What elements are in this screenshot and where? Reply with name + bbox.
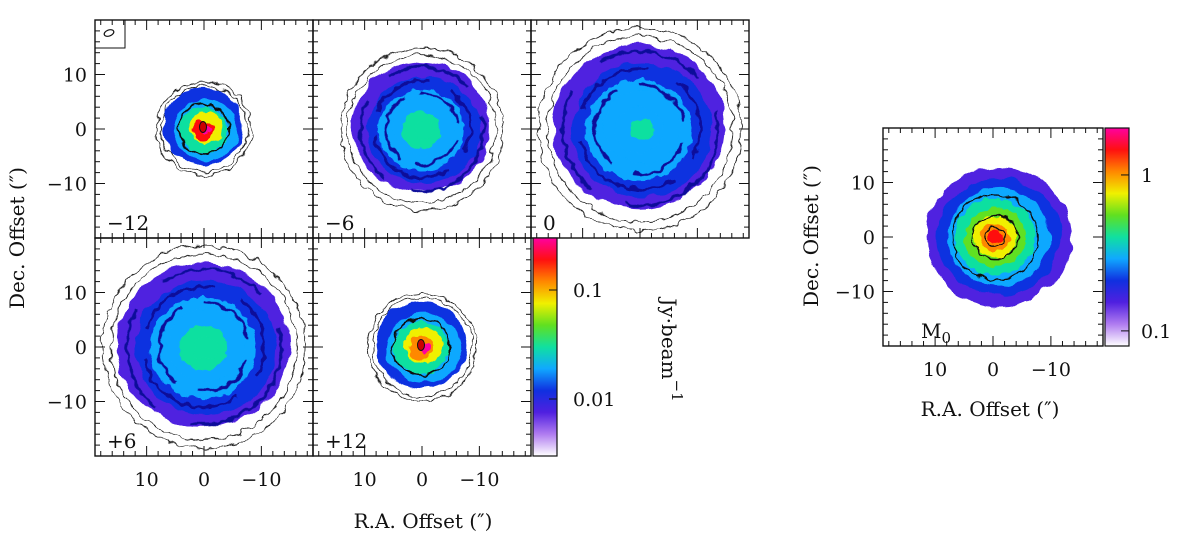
outer-contour xyxy=(160,85,248,173)
moment0-colorbar: 10.1 xyxy=(1104,127,1171,347)
colorbar-gradient xyxy=(532,237,558,457)
arc-structure xyxy=(125,268,283,426)
emission-map xyxy=(367,292,477,402)
colorbar-label: Jy·beam−1 xyxy=(657,296,686,401)
moment0-level xyxy=(987,230,1003,244)
arc-structure xyxy=(593,82,687,176)
y-tick-label: 0 xyxy=(75,337,87,359)
channel-colorbar: 0.1 0.01 Jy·beam−1 xyxy=(532,237,686,457)
y-tick-label: −10 xyxy=(47,174,87,196)
emission-level xyxy=(414,120,434,140)
emission-level xyxy=(193,336,219,360)
emission-map xyxy=(340,47,504,211)
beam-ellipse xyxy=(103,29,115,37)
m0-colorbar-tick-label: 0.1 xyxy=(1141,321,1171,343)
m0-y-axis-label: Dec. Offset (″) xyxy=(799,165,823,307)
outer-contour xyxy=(371,296,473,398)
outer-contour xyxy=(110,253,298,441)
x-tick-label: 0 xyxy=(198,469,210,491)
velocity-label: −12 xyxy=(107,211,149,235)
colorbar-tick-label: 0.01 xyxy=(573,389,615,411)
outer-contour xyxy=(156,81,252,177)
colorbar-tick-label: 0.1 xyxy=(573,280,603,302)
emission-map xyxy=(102,245,306,449)
outer-contour xyxy=(546,35,734,223)
channel-panel: 0 xyxy=(530,19,750,239)
inner-contour xyxy=(392,317,452,377)
channel-panel: 10 0 −10 −12 xyxy=(47,19,314,239)
arc-structure xyxy=(578,67,702,191)
y-axis-label: Dec. Offset (″) xyxy=(5,167,29,309)
colorbar-label-superscript: −1 xyxy=(668,380,686,402)
emission-map xyxy=(156,81,252,177)
m0-colorbar-tick-label: 1 xyxy=(1141,165,1153,187)
y-tick-label: 0 xyxy=(75,119,87,141)
x-axis-label: R.A. Offset (″) xyxy=(354,509,493,533)
inner-contour xyxy=(178,103,230,155)
m0-colorbar-gradient xyxy=(1104,127,1130,347)
peak-contour xyxy=(199,121,207,133)
moment0-panel: 10 0 −10 10 0 −10 M0 xyxy=(835,127,1104,381)
velocity-label: 0 xyxy=(543,211,556,235)
moment0-contour xyxy=(984,226,1006,248)
y-tick-label: 10 xyxy=(63,283,87,305)
velocity-label: −6 xyxy=(325,211,354,235)
y-tick-label: −10 xyxy=(47,392,87,414)
emission-map xyxy=(538,27,742,231)
peak-contour xyxy=(417,339,425,351)
m0-y-tick-label: −10 xyxy=(835,282,875,304)
x-tick-label: −10 xyxy=(459,469,499,491)
m0-y-tick-label: 0 xyxy=(863,227,875,249)
x-tick-label: 0 xyxy=(416,469,428,491)
y-tick-label: 10 xyxy=(63,65,87,87)
moment0-label: M0 xyxy=(921,319,951,347)
x-tick-label: 10 xyxy=(135,469,159,491)
m0-y-tick-label: 10 xyxy=(851,173,875,195)
outer-contour xyxy=(340,47,504,211)
arc-structure xyxy=(358,65,486,193)
velocity-label: +6 xyxy=(107,429,136,453)
velocity-label: +12 xyxy=(325,429,367,453)
emission-level xyxy=(629,118,655,142)
arc-structure xyxy=(157,300,251,394)
arc-structure xyxy=(372,79,472,179)
arc-structure xyxy=(561,50,719,208)
outer-contour xyxy=(347,54,497,204)
x-tick-label: 10 xyxy=(353,469,377,491)
channel-panel: 10 0 −10 10 0 −10 +6 xyxy=(47,237,314,491)
x-tick-label: −10 xyxy=(241,469,281,491)
moment0-contour xyxy=(972,214,1018,260)
moment0-map xyxy=(926,167,1072,307)
m0-x-axis-label: R.A. Offset (″) xyxy=(921,397,1060,421)
moment0-label-subscript: 0 xyxy=(941,329,951,347)
arc-structure xyxy=(384,91,460,167)
outer-contour xyxy=(367,292,477,402)
channel-panel: −6 xyxy=(312,19,532,239)
moment0-contour xyxy=(951,193,1039,281)
m0-x-tick-label: 10 xyxy=(923,359,947,381)
m0-x-tick-label: 0 xyxy=(987,359,999,381)
arc-structure xyxy=(142,285,266,409)
channel-panel: 10 0 −10 +12 xyxy=(312,237,532,491)
beam-box xyxy=(94,19,126,49)
m0-x-tick-label: −10 xyxy=(1031,359,1071,381)
